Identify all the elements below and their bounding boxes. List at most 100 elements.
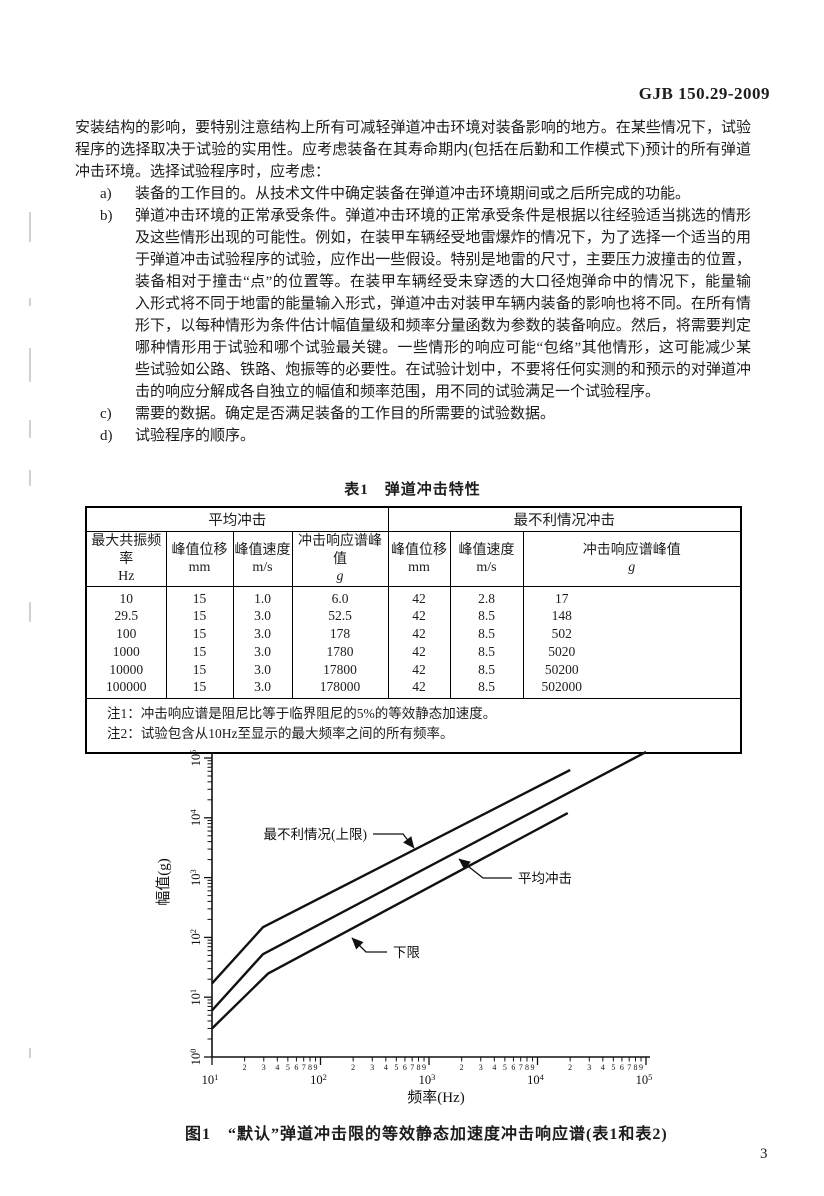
x-minor-label: 7 (627, 1063, 631, 1072)
table-cell: 15 (166, 679, 234, 699)
table-cell: 17800 (292, 661, 389, 679)
list-marker: b) (100, 208, 113, 224)
body-line: 些试验如公路、铁路、炮振等的必要性。在试验计划中，不要将任何实测的和预示的对弹道… (135, 362, 751, 378)
chart-block: 100 101 102 103 104 105 101 2 3 4 5 6 7 8 9 102 2 3 4 5 6 7 8 9… (150, 740, 730, 1145)
table-cell: 29.5 (86, 607, 167, 625)
x-minor-label: 9 (422, 1063, 426, 1072)
y-tick-label: 102 (188, 929, 203, 946)
body-line: 安装结构的影响，要特别注意结构上所有可减轻弹道冲击环境对装备影响的地方。在某些情… (75, 120, 751, 136)
table-row: 10 15 1.0 6.0 42 2.8 17 (86, 586, 741, 607)
list-item-a: a) 装备的工作目的。从技术文件中确定装备在弹道冲击环境期间或之后所完成的功能。 (75, 183, 751, 205)
annotation-label-2: 下限 (393, 945, 420, 960)
table-row: 100 15 3.0 178 42 8.5 502 (86, 625, 741, 643)
x-minor-label: 5 (611, 1063, 615, 1072)
y-tick-label: 104 (188, 809, 203, 827)
column-header: 峰值速度 m/s (233, 531, 293, 587)
table-cell: 5020 (548, 644, 576, 659)
x-minor-label: 8 (525, 1063, 529, 1072)
column-header: 峰值位移 mm (166, 531, 234, 587)
table-cell: 3.0 (233, 679, 293, 699)
table-column-header-row: 最大共振频率 Hz 峰值位移 mm 峰值速度 m/s 冲击响应谱峰值 g 峰值位移 mm … (86, 531, 741, 587)
series-line-0 (211, 768, 571, 985)
x-minor-label: 2 (351, 1063, 355, 1072)
page-number: 3 (760, 1146, 768, 1162)
table-cell: 42 (388, 643, 451, 661)
table-notes: 注1：冲击响应谱是阻尼比等于临界阻尼的5%的等效静态加速度。 注2：试验包含从1… (86, 698, 741, 753)
table-note-1: 注1：冲击响应谱是阻尼比等于临界阻尼的5%的等效静态加速度。 (107, 706, 497, 721)
table-cell: 42 (388, 625, 451, 643)
x-tick-label: 101 (202, 1072, 219, 1087)
table-cell: 1.0 (233, 586, 293, 607)
x-tick-label: 102 (310, 1072, 327, 1087)
body-text: 安装结构的影响，要特别注意结构上所有可减轻弹道冲击环境对装备影响的地方。在某些情… (75, 117, 751, 447)
table-cell: 1780 (292, 643, 389, 661)
list-marker: c) (100, 406, 112, 422)
list-item-d: d) 试验程序的顺序。 (75, 425, 751, 447)
x-minor-label: 3 (370, 1063, 374, 1072)
table-cell: 100 (86, 625, 167, 643)
x-minor-label: 9 (314, 1063, 318, 1072)
y-tick-label: 103 (188, 869, 203, 886)
table-cell: 178000 (292, 679, 389, 699)
x-minor-label: 6 (620, 1063, 624, 1072)
x-minor-label: 7 (410, 1063, 414, 1072)
scan-artifact (29, 348, 31, 382)
table-cell: 2.8 (450, 586, 524, 607)
table-row: 100000 15 3.0 178000 42 8.5 502000 (86, 679, 741, 699)
table-cell: 3.0 (233, 607, 293, 625)
chart-axes (211, 752, 650, 1058)
table-cell: 8.5 (450, 607, 524, 625)
x-minor-label: 8 (633, 1063, 637, 1072)
x-minor-label: 4 (275, 1063, 279, 1072)
body-line: 试验程序的顺序。 (135, 428, 256, 444)
list-item-b: b) 弹道冲击环境的正常承受条件。弹道冲击环境的正常承受条件是根据以往经验适当挑… (75, 205, 751, 403)
standard-number: GJB 150.29-2009 (638, 84, 770, 103)
y-tick-label: 100 (188, 1049, 203, 1066)
annotation-arrow-2 (351, 937, 387, 953)
table-row: 29.5 15 3.0 52.5 42 8.5 148 (86, 607, 741, 625)
figure-caption: 图1 “默认”弹道冲击限的等效静态加速度冲击响应谱(表1和表2) (185, 1126, 668, 1143)
table-cell: 148 (551, 608, 572, 623)
list-item-c: c) 需要的数据。确定是否满足装备的工作目的所需要的试验数据。 (75, 403, 751, 425)
table-cell: 100000 (86, 679, 167, 699)
x-minor-label: 5 (286, 1063, 290, 1072)
x-minor-label: 6 (294, 1063, 298, 1072)
table-row: 10000 15 3.0 17800 42 8.5 50200 (86, 661, 741, 679)
x-minor-label: 9 (531, 1063, 535, 1072)
body-line: 冲击环境。选择试验程序时，应考虑： (75, 164, 331, 180)
table-cell: 178 (292, 625, 389, 643)
table-cell: 3.0 (233, 661, 293, 679)
body-line: 击的响应分解成各自独立的幅值和频率范围，用不同的试验满足一个试验程序。 (135, 384, 661, 400)
body-line: 哪种情形用于试验和哪个试验最关键。一些情形的响应可能“包络”其他情形，这可能减少… (135, 340, 751, 356)
table-cell: 10000 (86, 661, 167, 679)
body-line: 程序的选择取决于试验的实用性。应考虑装备在其寿命期内(包括在后勤和工作模式下)预… (75, 142, 751, 158)
series-line-2 (211, 812, 569, 1030)
annotation-label-0: 最不利情况(上限) (264, 827, 368, 842)
x-minor-label: 4 (492, 1063, 496, 1072)
x-minor-label: 4 (384, 1063, 388, 1072)
table-cell: 42 (388, 679, 451, 699)
table-cell: 8.5 (450, 625, 524, 643)
x-minor-label: 2 (243, 1063, 247, 1072)
x-tick-label: 105 (636, 1072, 653, 1087)
x-minor-label: 3 (587, 1063, 591, 1072)
table-cell: 6.0 (292, 586, 389, 607)
scan-artifact (29, 298, 31, 306)
x-minor-label: 2 (568, 1063, 572, 1072)
table-cell: 15 (166, 586, 234, 607)
table-cell: 15 (166, 661, 234, 679)
table-cell: 10 (86, 586, 167, 607)
x-minor-label: 6 (511, 1063, 515, 1072)
column-header: 峰值位移 mm (388, 531, 451, 587)
body-line: 于弹道冲击试验程序的试验，应作出一些假设。特别是地雷的尺寸，主要压力波撞击的位置… (135, 252, 751, 268)
x-minor-label: 7 (302, 1063, 306, 1072)
x-minor-label: 2 (460, 1063, 464, 1072)
table-cell: 50200 (544, 662, 579, 677)
table-row: 1000 15 3.0 1780 42 8.5 5020 (86, 643, 741, 661)
x-minor-label: 3 (479, 1063, 483, 1072)
group-header-average: 平均冲击 (86, 507, 389, 532)
scan-artifact (29, 1048, 31, 1058)
table-note-2: 注2：试验包含从10Hz至显示的最大频率之间的所有频率。 (107, 726, 454, 741)
annotation-label-1: 平均冲击 (518, 871, 572, 886)
